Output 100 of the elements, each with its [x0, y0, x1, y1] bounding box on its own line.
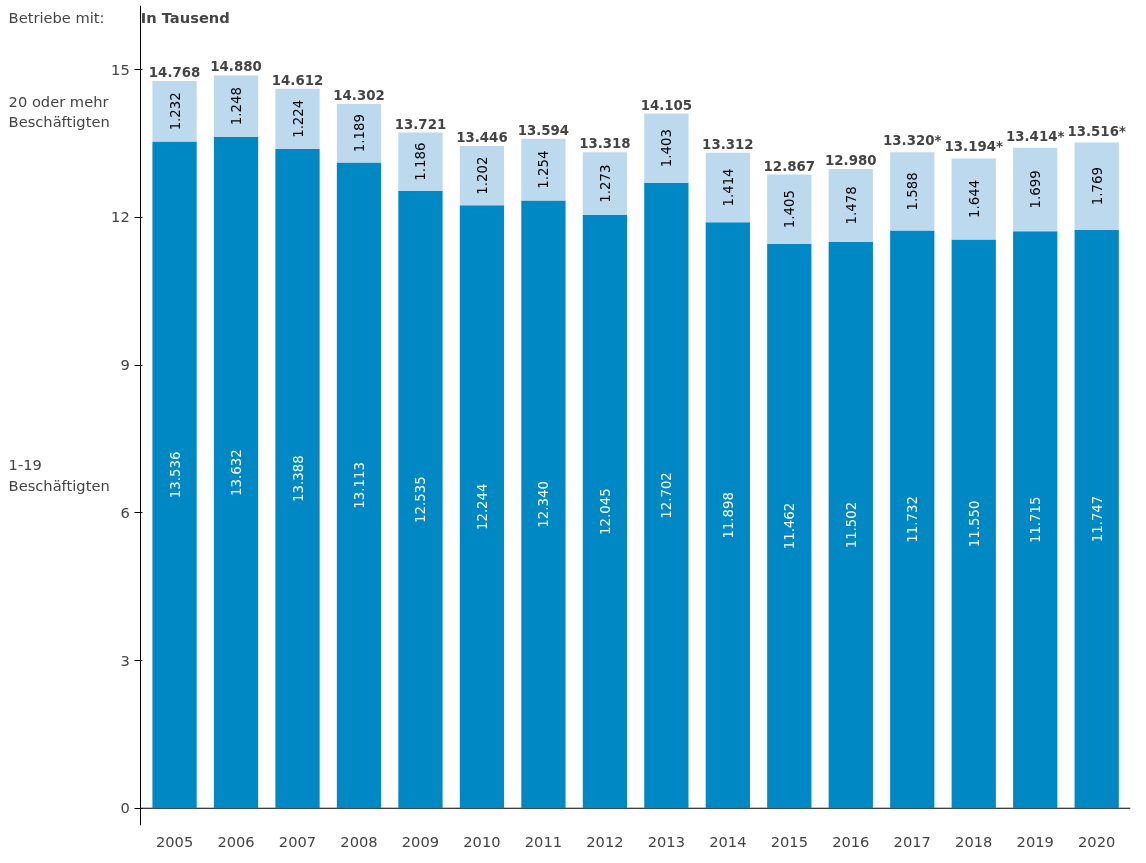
total-label: 14.880: [210, 59, 262, 75]
x-tick-label: 2020: [1078, 832, 1116, 850]
bar: [828, 241, 873, 809]
x-tick-label: 2018: [955, 832, 993, 850]
data-label: 1.588: [905, 172, 921, 211]
total-label: 13.721: [394, 116, 447, 132]
bar: [398, 190, 443, 809]
data-label: 11.502: [843, 501, 859, 549]
legend-title: Betriebe mit:: [8, 9, 105, 26]
data-label: 13.388: [290, 455, 306, 502]
bar: [1074, 142, 1119, 230]
bar: [213, 136, 259, 809]
total-label: 13.320*: [883, 133, 942, 149]
bar: [1013, 147, 1058, 232]
total-label: 14.612: [271, 72, 324, 88]
data-label: 1.414: [720, 168, 736, 207]
bar: [705, 222, 750, 809]
text: 1-19 Beschäftigten: [8, 456, 110, 494]
bar: [336, 162, 382, 809]
data-label: 11.732: [905, 496, 921, 543]
bar: [828, 169, 873, 242]
data-label: 11.550: [966, 500, 982, 548]
bar: [644, 113, 689, 183]
bar: [459, 146, 505, 206]
bar: [582, 152, 628, 216]
bar: [951, 239, 996, 809]
total-label: 13.446: [456, 130, 508, 146]
data-label: 12.045: [597, 488, 613, 535]
data-label: 13.536: [167, 451, 183, 499]
x-tick-label: 2011: [524, 832, 563, 850]
data-label: 1.232: [167, 92, 183, 131]
y-axis-title: In Tausend: [140, 9, 230, 26]
data-label: 11.462: [782, 502, 798, 550]
bar: [275, 88, 320, 149]
x-tick-label: 2019: [1016, 832, 1054, 850]
bar: [582, 215, 628, 809]
bar: [951, 158, 996, 240]
data-label: 1.478: [843, 186, 859, 225]
data-label: 11.747: [1089, 495, 1105, 543]
bar: [644, 182, 689, 809]
total-label: 13.414*: [1006, 128, 1065, 144]
y-tick-label: 9: [120, 356, 130, 374]
data-label: 1.644: [966, 179, 982, 219]
data-label: 1.202: [474, 156, 490, 195]
data-label: 1.403: [659, 129, 675, 168]
data-label: 11.715: [1028, 496, 1044, 544]
total-label: 12.867: [763, 158, 816, 174]
x-tick-label: 2015: [770, 832, 808, 850]
bar: [213, 75, 259, 137]
data-label: 12.340: [536, 481, 552, 528]
bar: [398, 132, 443, 191]
bar: [767, 243, 812, 809]
data-label: 11.898: [720, 491, 736, 539]
data-label: 13.113: [351, 462, 367, 509]
bar: [1074, 229, 1119, 809]
total-label: 14.302: [333, 87, 385, 103]
data-label: 12.535: [413, 476, 429, 523]
x-tick-label: 2010: [463, 832, 501, 850]
x-tick-label: 2014: [709, 832, 747, 850]
data-label: 1.248: [229, 87, 245, 126]
bar: [1013, 231, 1058, 809]
total-label: 12.980: [825, 153, 877, 169]
data-label: 1.224: [290, 99, 306, 138]
bar: [152, 141, 197, 809]
data-label: 1.254: [536, 150, 552, 189]
bar: [275, 148, 320, 809]
data-label: 1.405: [782, 190, 798, 229]
x-tick-label: 2017: [893, 832, 931, 850]
data-label: 1.186: [413, 142, 429, 181]
x-tick-label: 2007: [278, 832, 317, 850]
x-tick-label: 2013: [647, 832, 686, 850]
y-tick-label: 12: [111, 208, 130, 226]
y-tick-label: 6: [120, 503, 130, 521]
total-label: 13.312: [702, 136, 754, 152]
text: 20 oder mehr Beschäftigten: [8, 92, 110, 130]
y-tick-label: 15: [111, 60, 130, 78]
total-label: 14.768: [148, 64, 201, 80]
data-label: 12.702: [659, 472, 675, 519]
bar: [890, 230, 935, 809]
bar: [336, 103, 382, 163]
data-label: 13.632: [229, 449, 245, 496]
data-label: 1.769: [1089, 167, 1105, 206]
data-label: 1.189: [351, 114, 367, 153]
bar: [459, 205, 505, 809]
bar: [521, 138, 566, 201]
total-label: 13.194*: [944, 139, 1003, 155]
x-tick-label: 2009: [401, 832, 440, 850]
data-label: 1.699: [1028, 170, 1044, 209]
y-tick-label: 3: [120, 651, 130, 669]
x-tick-label: 2006: [217, 832, 255, 850]
total-label: 14.105: [640, 97, 693, 113]
data-label: 12.244: [474, 483, 490, 531]
bar: [521, 200, 566, 809]
x-tick-label: 2012: [586, 832, 624, 850]
total-label: 13.516*: [1067, 123, 1126, 139]
bar: [767, 174, 812, 244]
x-tick-label: 2005: [155, 832, 194, 850]
y-tick-label: 0: [120, 799, 130, 817]
x-tick-label: 2008: [340, 832, 378, 850]
data-label: 1.273: [597, 164, 613, 203]
